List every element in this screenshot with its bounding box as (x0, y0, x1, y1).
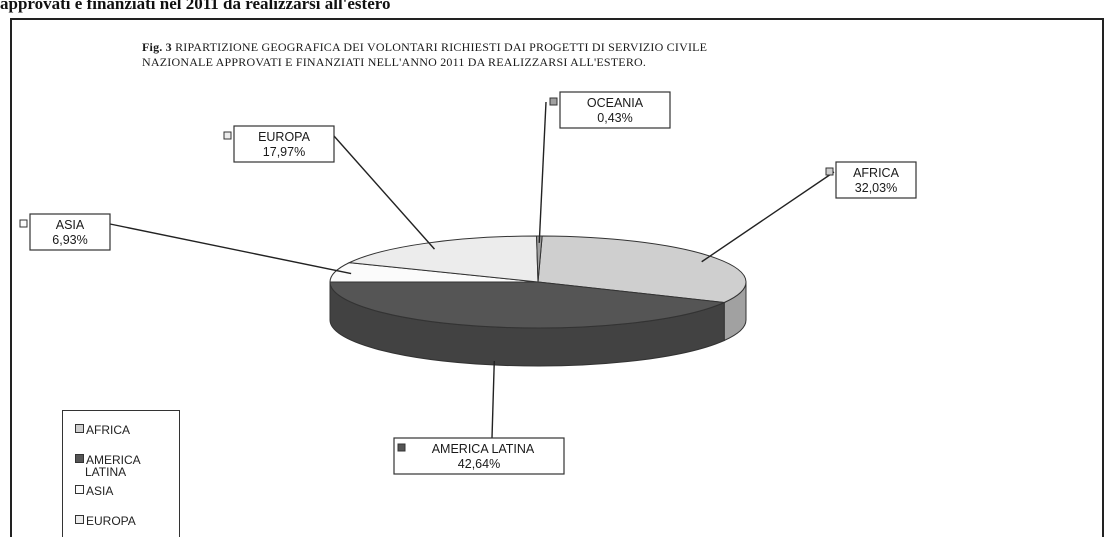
data-label-name-america-latina: AMERICA LATINA (432, 442, 535, 456)
leader-line-oceania (538, 101, 547, 243)
legend-swatch-america-latina (75, 454, 84, 463)
legend-swatch-africa (75, 424, 84, 433)
data-label-name-asia: ASIA (56, 218, 85, 232)
legend-label-america-latina: AMERICA LATINA (85, 453, 141, 479)
data-label-swatch-america-latina (397, 443, 406, 452)
data-label-name-africa: AFRICA (853, 166, 900, 180)
chart-legend: AFRICA AMERICA LATINA ASIA EUROPA (62, 410, 180, 537)
legend-label-africa: AFRICA (86, 423, 131, 437)
data-label-box-asia (29, 213, 111, 251)
page-caption: approvati e finanziati nel 2011 da reali… (0, 0, 391, 13)
leader-line-asia (109, 223, 352, 275)
data-label-swatch-asia (19, 219, 28, 228)
data-label-value-america-latina: 42,64% (458, 457, 500, 471)
data-label-value-asia: 6,93% (52, 233, 87, 247)
chart-title-line2: NAZIONALE APPROVATI E FINANZIATI NELL'AN… (142, 55, 647, 69)
data-label-box-europa (233, 125, 335, 163)
pie-slice-america-latina (329, 281, 727, 329)
legend-item-europa: EUROPA (75, 515, 136, 527)
data-label-box-america-latina (393, 437, 565, 475)
legend-item-africa: AFRICA (75, 424, 130, 436)
data-label-swatch-europa (223, 131, 232, 140)
legend-label-asia: ASIA (86, 484, 114, 498)
legend-item-america-latina: AMERICA LATINA (75, 454, 165, 478)
pie-slice-europa (347, 235, 539, 283)
data-label-swatch-oceania (549, 97, 558, 106)
data-label-value-oceania: 0,43% (597, 111, 632, 125)
chart-title-line1: RIPARTIZIONE GEOGRAFICA DEI VOLONTARI RI… (175, 40, 708, 54)
chart-title: Fig. 3 RIPARTIZIONE GEOGRAFICA DEI VOLON… (142, 40, 1002, 70)
legend-item-asia: ASIA (75, 485, 113, 497)
leader-line-africa (701, 171, 835, 263)
leader-line-america-latina (491, 360, 495, 439)
leader-line-europa (333, 135, 436, 250)
data-label-name-oceania: OCEANIA (587, 96, 644, 110)
data-label-value-africa: 32,03% (855, 181, 897, 195)
data-label-swatch-africa (825, 167, 834, 176)
pie-slice-africa (537, 235, 747, 304)
data-label-name-europa: EUROPA (258, 130, 311, 144)
data-label-value-europa: 17,97% (263, 145, 305, 159)
data-label-box-oceania (559, 91, 671, 129)
legend-label-europa: EUROPA (86, 514, 136, 528)
legend-swatch-asia (75, 485, 84, 494)
chart-title-prefix: Fig. 3 (142, 40, 172, 54)
legend-swatch-europa (75, 515, 84, 524)
data-label-box-africa (835, 161, 917, 199)
